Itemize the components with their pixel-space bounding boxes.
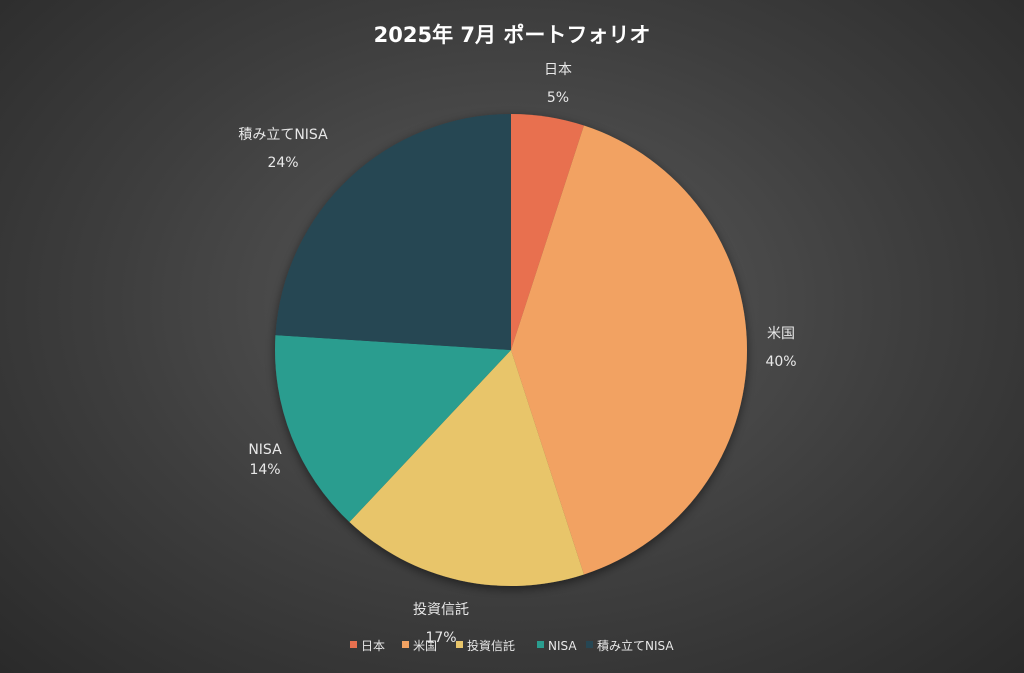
slice-value-label: 17%	[425, 630, 456, 646]
legend-swatch-5	[586, 641, 593, 648]
pie-slice-1	[511, 114, 584, 350]
slice-labels: 日本 5% 米国 40% 投資信託 17% NISA 14% 積み立てNISA 24%	[238, 62, 796, 646]
pie-slice-4	[275, 335, 511, 523]
legend-label-5: 積み立てNISA	[597, 638, 674, 653]
legend-label-3: 投資信託	[467, 638, 515, 653]
chart-title: 2025年 7月 ポートフォリオ	[374, 23, 651, 47]
slice-category-label: NISA	[248, 442, 282, 458]
legend-label-4: NISA	[548, 639, 577, 653]
slice-value-label: 5%	[547, 90, 569, 106]
pie-slices	[275, 114, 748, 587]
slice-value-label: 40%	[765, 354, 796, 370]
slice-category-label: 投資信託	[413, 602, 469, 618]
slice-category-label: 米国	[767, 326, 795, 342]
pie-slice-2	[511, 125, 748, 575]
slice-value-label: 14%	[249, 462, 280, 478]
slice-value-label: 24%	[267, 155, 298, 171]
legend-swatch-4	[537, 641, 544, 648]
legend-swatch-2	[402, 641, 409, 648]
legend-label-2: 米国	[413, 639, 437, 653]
legend-label-1: 日本	[361, 639, 385, 653]
pie-slice-5	[275, 114, 511, 350]
pie-slice-3	[349, 350, 584, 587]
slice-category-label: 日本	[544, 62, 572, 78]
slice-category-label: 積み立てNISA	[238, 127, 328, 143]
legend: 日本 米国 投資信託 NISA 積み立てNISA	[350, 638, 674, 653]
legend-swatch-1	[350, 641, 357, 648]
legend-swatch-3	[456, 641, 463, 648]
